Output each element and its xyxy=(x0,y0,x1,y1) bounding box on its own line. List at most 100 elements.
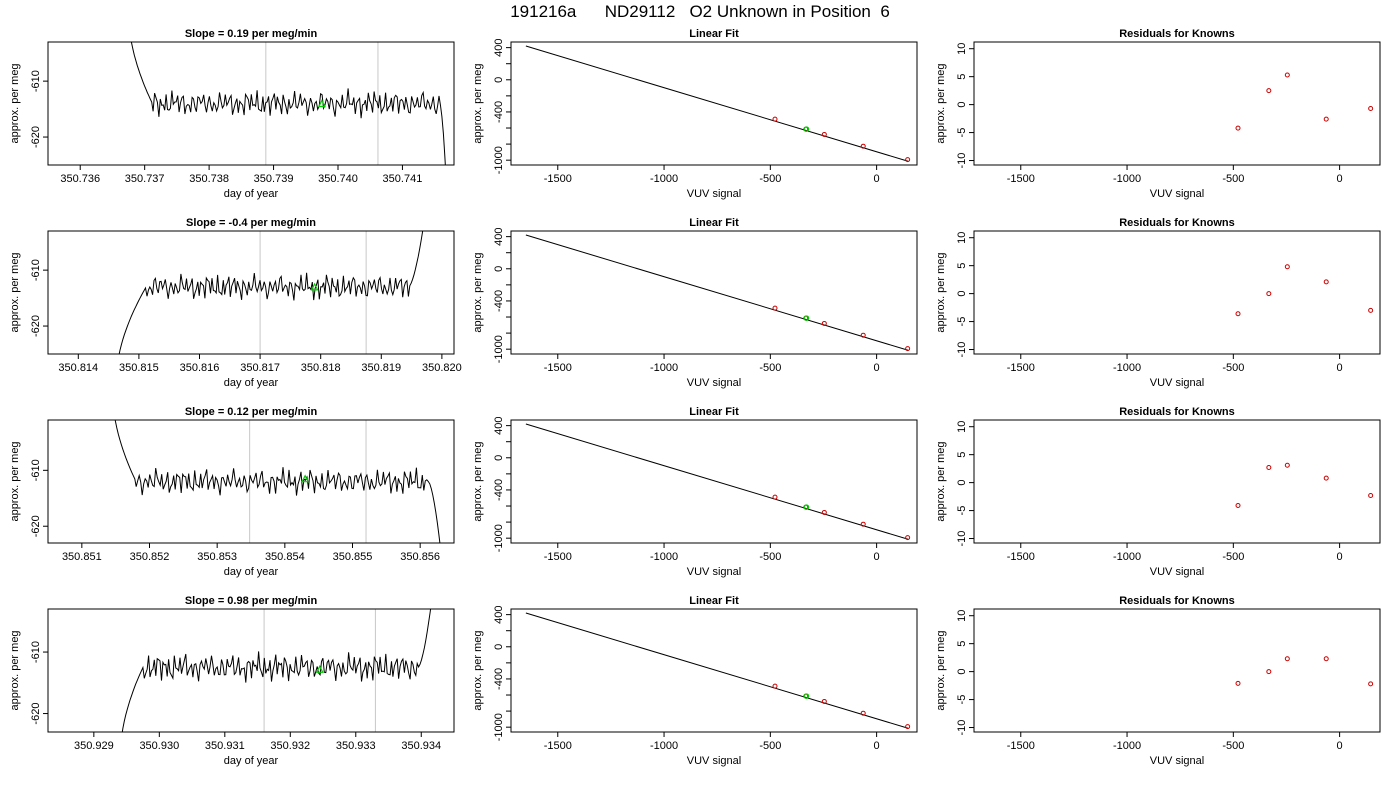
x-tick-label: 350.934 xyxy=(401,740,441,752)
x-tick-label: 0 xyxy=(874,551,880,563)
x-tick-label: 350.737 xyxy=(125,173,165,185)
y-tick-label: -1000 xyxy=(493,524,505,552)
y-tick-label: -610 xyxy=(30,70,42,92)
x-tick-label: 350.816 xyxy=(180,362,220,374)
x-tick-label: 350.929 xyxy=(74,740,114,752)
x-tick-label: -1500 xyxy=(1007,740,1035,752)
y-tick-label: -10 xyxy=(956,531,968,547)
x-tick-label: 350.736 xyxy=(60,173,100,185)
known-point xyxy=(772,305,778,311)
plot-frame xyxy=(510,41,918,166)
y-tick-label: 10 xyxy=(956,421,968,433)
panel-title: Linear Fit xyxy=(689,406,739,418)
unknown-marker xyxy=(315,664,324,673)
known-point xyxy=(772,116,778,122)
y-tick-label: -610 xyxy=(30,259,42,281)
x-axis-label: VUV signal xyxy=(687,566,741,578)
x-tick-label: 350.933 xyxy=(336,740,376,752)
row-2: Slope = -0.4 per meg/min 350.814 350.815 35… xyxy=(9,217,1381,389)
trace-panel: Slope = 0.12 per meg/min 350.851 350.852 35… xyxy=(9,406,455,578)
y-tick-label: -5 xyxy=(956,317,968,327)
plot-frame xyxy=(47,419,455,544)
unknown-point xyxy=(803,693,810,699)
fit-panel: Linear Fit -1500 -1000 -500 0 400 0 -400 -1000 VU… xyxy=(472,217,918,389)
y-tick-label: -10 xyxy=(956,720,968,736)
trace-panel: Slope = -0.4 per meg/min 350.814 350.815 35… xyxy=(9,217,462,389)
y-tick-label: 5 xyxy=(956,452,968,458)
y-tick-label: -5 xyxy=(956,506,968,516)
y-axis-label: approx. per meg xyxy=(472,630,484,710)
y-tick-label: -610 xyxy=(30,641,42,663)
y-tick-label: -1000 xyxy=(493,146,505,174)
fit-plot-area xyxy=(525,612,911,730)
x-tick-label: 0 xyxy=(1337,173,1343,185)
row-4: Slope = 0.98 per meg/min 350.929 350.930 35… xyxy=(9,595,1381,767)
fit-line xyxy=(525,612,909,729)
x-axis-label: VUV signal xyxy=(1150,188,1204,200)
y-axis-label: approx. per meg xyxy=(9,630,21,710)
x-tick-label: -500 xyxy=(1222,551,1244,563)
y-tick-label: 10 xyxy=(956,610,968,622)
known-point xyxy=(772,494,778,500)
x-tick-label: -500 xyxy=(1222,740,1244,752)
panel-title: Linear Fit xyxy=(689,28,739,40)
y-tick-label: 400 xyxy=(493,38,505,56)
plot-frame xyxy=(973,41,1381,166)
fit-plot-area xyxy=(525,234,911,352)
x-axis-label: day of year xyxy=(224,377,279,389)
known-point xyxy=(905,157,911,163)
plot-frame xyxy=(973,608,1381,733)
residual-point xyxy=(1284,72,1290,78)
x-tick-label: -1000 xyxy=(650,551,678,563)
known-point xyxy=(860,710,866,716)
fit-plot-area xyxy=(525,45,911,163)
known-point xyxy=(821,131,827,137)
y-tick-label: 5 xyxy=(956,74,968,80)
trace-line xyxy=(130,42,446,165)
x-axis-label: VUV signal xyxy=(1150,566,1204,578)
y-tick-label: 400 xyxy=(493,605,505,623)
x-tick-label: 350.851 xyxy=(62,551,102,563)
plot-frame xyxy=(47,230,455,355)
unknown-point xyxy=(803,315,810,321)
x-tick-label: 350.853 xyxy=(197,551,237,563)
residual-point xyxy=(1266,291,1272,297)
x-tick-label: -500 xyxy=(759,740,781,752)
residual-point xyxy=(1266,88,1272,94)
known-point xyxy=(821,320,827,326)
y-tick-label: -400 xyxy=(493,101,505,123)
x-tick-label: 350.930 xyxy=(139,740,179,752)
y-tick-label: 0 xyxy=(956,102,968,108)
x-axis-label: day of year xyxy=(224,188,279,200)
x-axis-label: VUV signal xyxy=(687,188,741,200)
trace-plot-area xyxy=(114,420,441,543)
x-axis-label: day of year xyxy=(224,755,279,767)
fit-plot-area xyxy=(525,423,911,541)
x-tick-label: -1000 xyxy=(650,740,678,752)
x-tick-label: 350.931 xyxy=(205,740,245,752)
x-tick-label: -1500 xyxy=(544,173,572,185)
x-tick-label: -1500 xyxy=(1007,551,1035,563)
trace-panel: Slope = 0.19 per meg/min 350.736 350.737 35… xyxy=(9,28,455,200)
y-tick-label: -610 xyxy=(30,459,42,481)
x-tick-label: 350.814 xyxy=(58,362,98,374)
x-tick-label: -1000 xyxy=(1113,551,1141,563)
panel-grid: Slope = 0.19 per meg/min 350.736 350.737 35… xyxy=(9,28,1381,767)
y-tick-label: -620 xyxy=(30,315,42,337)
unknown-marker xyxy=(310,282,319,291)
residual-point xyxy=(1368,307,1374,313)
x-tick-label: 350.932 xyxy=(270,740,310,752)
plot-frame xyxy=(510,608,918,733)
x-tick-label: 0 xyxy=(874,740,880,752)
y-tick-label: 0 xyxy=(493,455,505,461)
residuals-panel: Residuals for Knowns -1500 -1000 -500 0 10 5 0 -… xyxy=(935,217,1381,389)
panel-title: Slope = -0.4 per meg/min xyxy=(186,217,316,229)
y-axis-label: approx. per meg xyxy=(9,441,21,521)
plot-frame xyxy=(510,230,918,355)
y-axis-label: approx. per meg xyxy=(472,252,484,332)
residuals-panel: Residuals for Knowns -1500 -1000 -500 0 10 5 0 -… xyxy=(935,28,1381,200)
x-tick-label: 350.738 xyxy=(189,173,229,185)
x-tick-label: -1000 xyxy=(1113,173,1141,185)
x-tick-label: -500 xyxy=(1222,362,1244,374)
residual-point xyxy=(1368,492,1374,498)
